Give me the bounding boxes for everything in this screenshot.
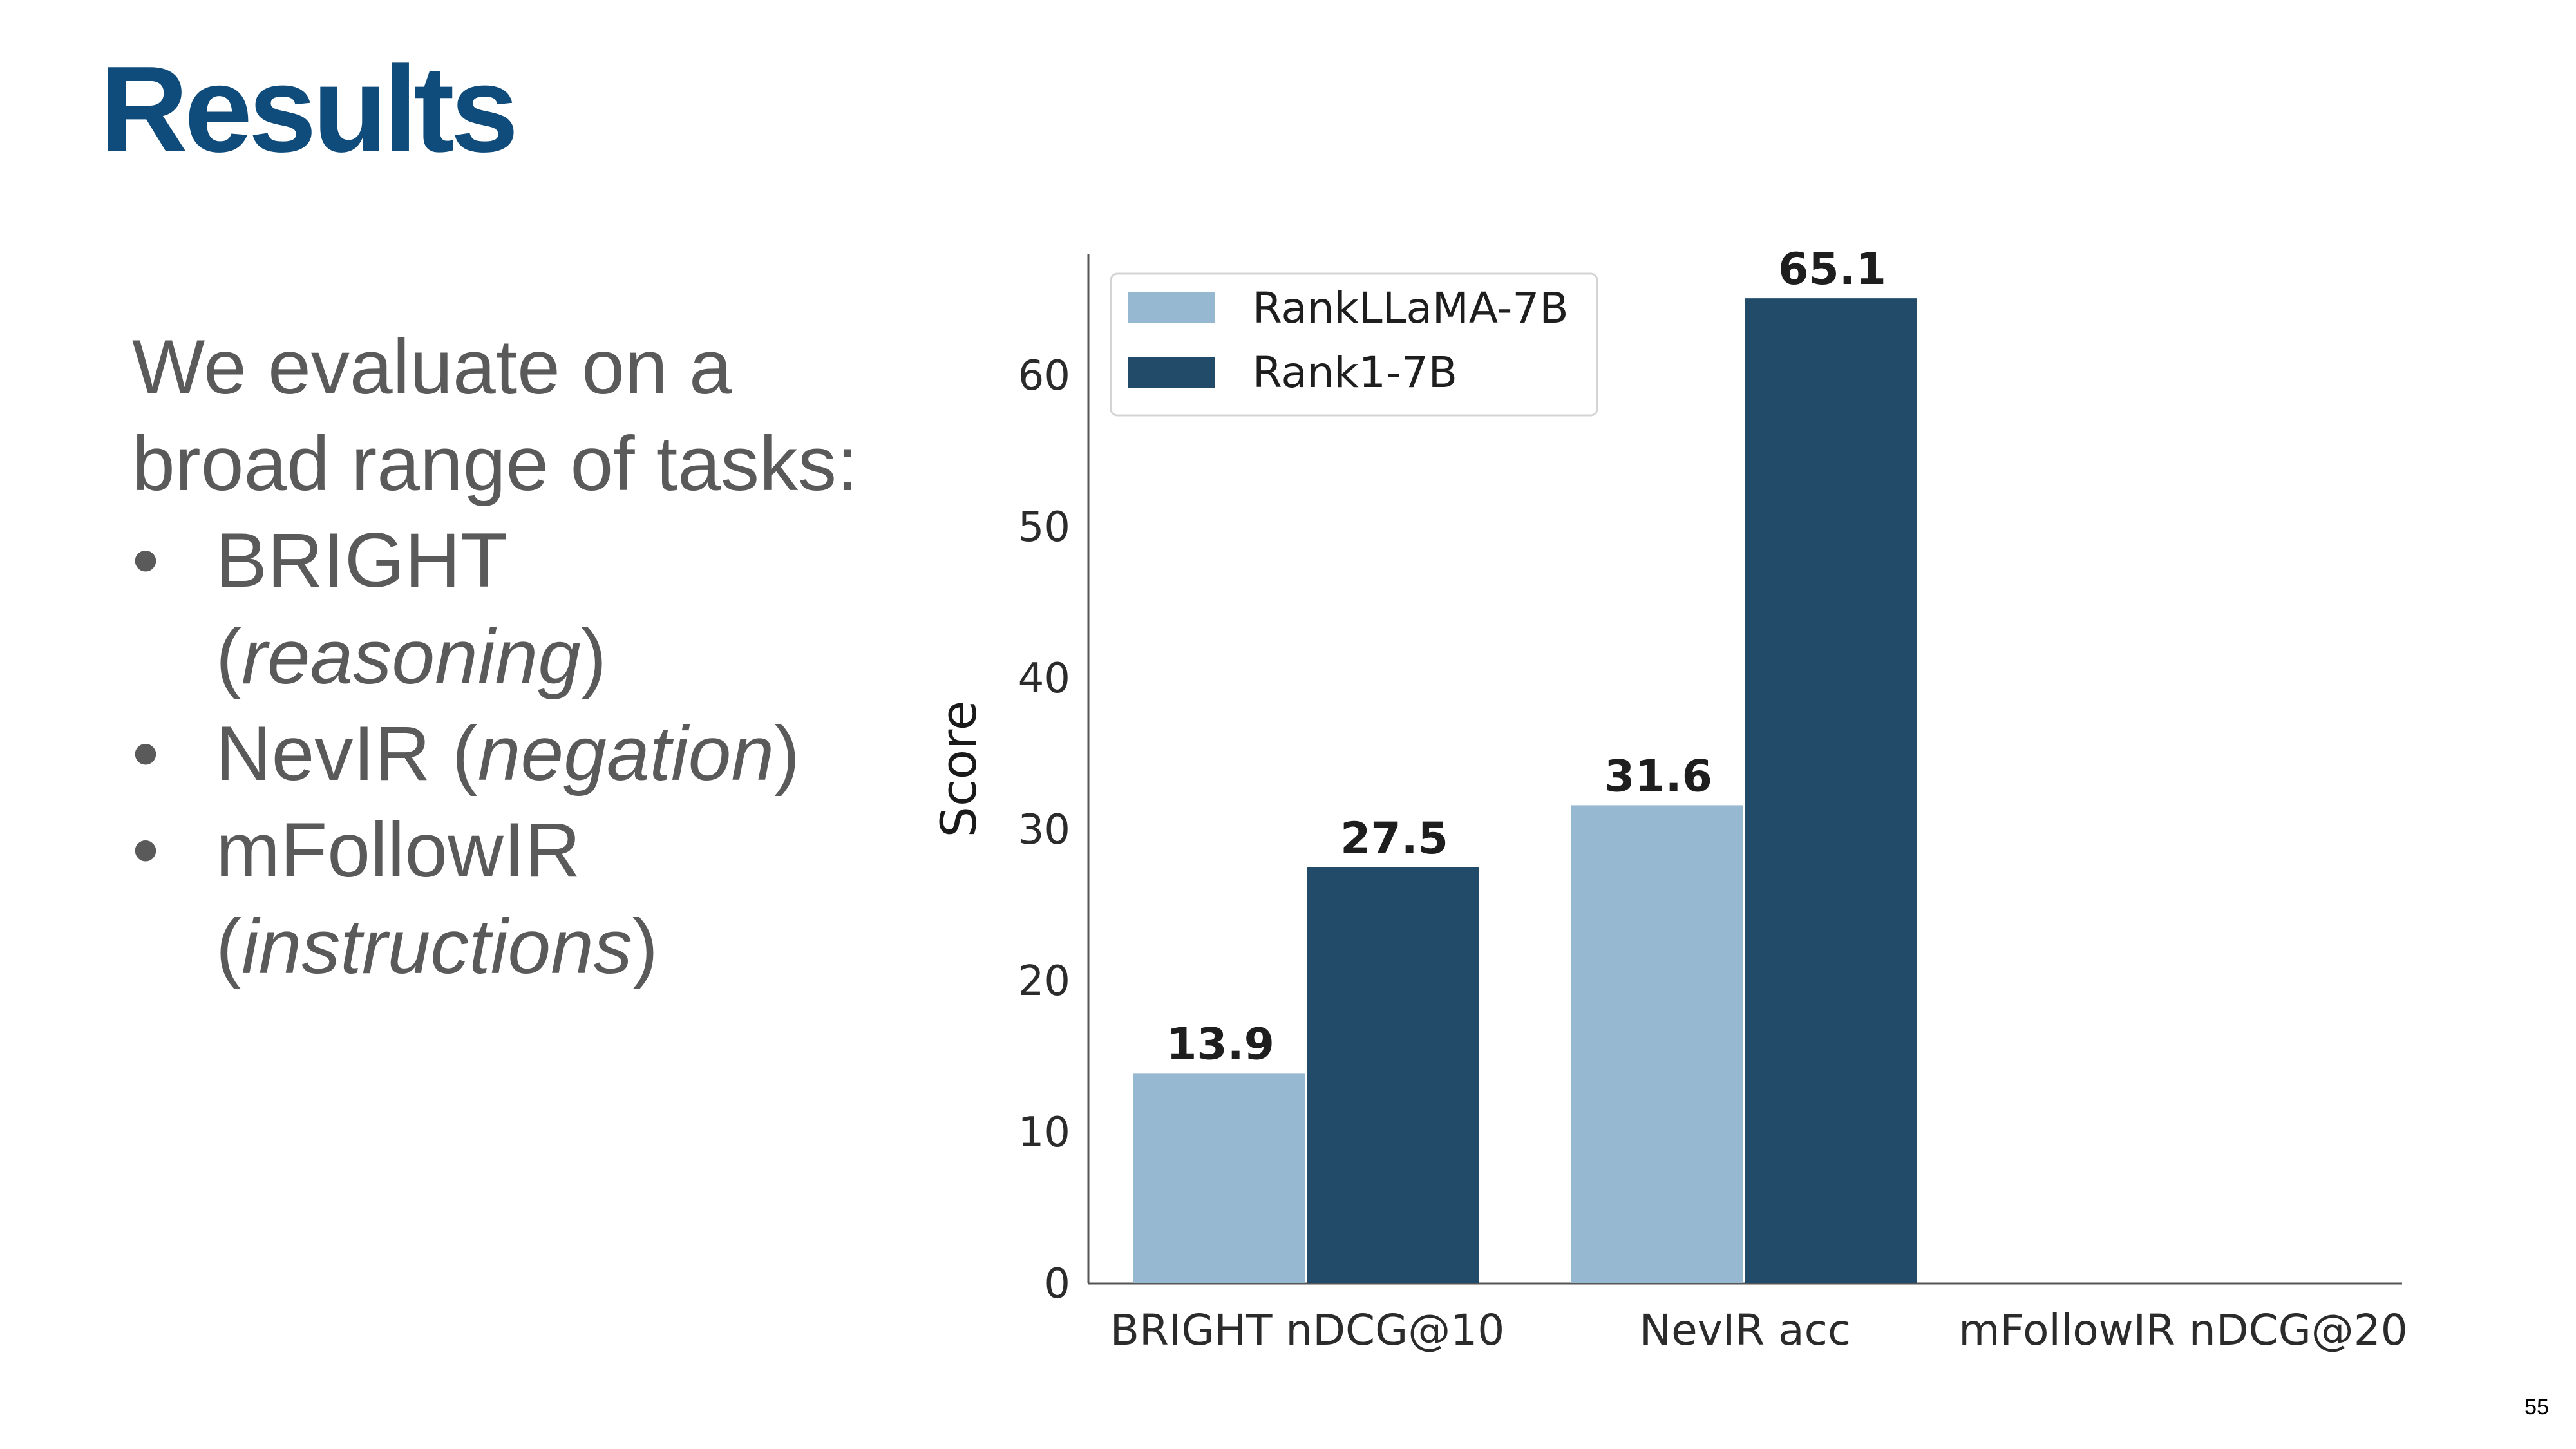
y-tick-label: 10 [1018, 1109, 1070, 1157]
x-tick-label: mFollowIR nDCG@20 [1958, 1305, 2407, 1355]
bar-value-label: 31.6 [1604, 751, 1712, 802]
x-tick-label: BRIGHT nDCG@10 [1110, 1305, 1505, 1355]
bullet-icon: • [132, 517, 160, 603]
y-tick-label: 40 [1018, 655, 1070, 703]
bar [1571, 805, 1743, 1283]
page-number: 55 [2524, 1395, 2549, 1419]
bar [1307, 867, 1479, 1283]
y-tick-label: 50 [1018, 504, 1070, 551]
y-tick-label: 30 [1018, 806, 1070, 854]
task-item-mfollowir: • mFollowIR (instructions) [132, 802, 905, 995]
legend-label: Rank1-7B [1253, 348, 1457, 397]
y-tick-label: 60 [1018, 352, 1070, 400]
bar [1133, 1073, 1305, 1283]
legend-swatch [1128, 357, 1215, 388]
bullet-icon: • [132, 807, 160, 893]
task-name: NevIR ( [216, 710, 478, 797]
paren-open: ( [216, 904, 242, 990]
task-desc: instructions [241, 904, 632, 990]
task-desc-line: (instructions) [216, 898, 905, 995]
bar-value-label: 13.9 [1166, 1019, 1274, 1070]
task-desc-line: (reasoning) [216, 609, 905, 705]
bar-value-label: 65.1 [1778, 244, 1886, 295]
paren-close: ) [632, 904, 658, 990]
task-item-bright: • BRIGHT (reasoning) [132, 512, 905, 705]
bar-value-label: 27.5 [1340, 813, 1448, 864]
paren-open: ( [216, 614, 242, 700]
legend-box [1110, 272, 1598, 417]
y-tick-label: 20 [1018, 958, 1070, 1005]
y-tick-label: 0 [1044, 1260, 1070, 1308]
y-axis-label: Score [930, 701, 987, 838]
bar [1745, 298, 1917, 1283]
legend-swatch [1128, 292, 1215, 323]
task-line: NevIR (negation) [216, 705, 905, 802]
task-name: mFollowIR [216, 807, 581, 893]
task-list: • BRIGHT (reasoning) • NevIR (negation) … [132, 512, 905, 995]
intro-line-2: broad range of tasks: [132, 421, 858, 507]
intro-text: We evaluate on a broad range of tasks: [132, 319, 858, 512]
paren-close: ) [774, 710, 800, 797]
intro-line-1: We evaluate on a [132, 324, 732, 410]
x-tick-label: NevIR acc [1640, 1305, 1851, 1355]
task-name: BRIGHT [216, 517, 508, 603]
task-item-nevir: • NevIR (negation) [132, 705, 905, 802]
task-desc: negation [477, 710, 775, 797]
paren-close: ) [581, 614, 607, 700]
legend-label: RankLLaMA-7B [1253, 283, 1569, 333]
slide-title: Results [100, 41, 518, 178]
bullet-icon: • [132, 710, 160, 797]
task-desc: reasoning [241, 614, 582, 700]
